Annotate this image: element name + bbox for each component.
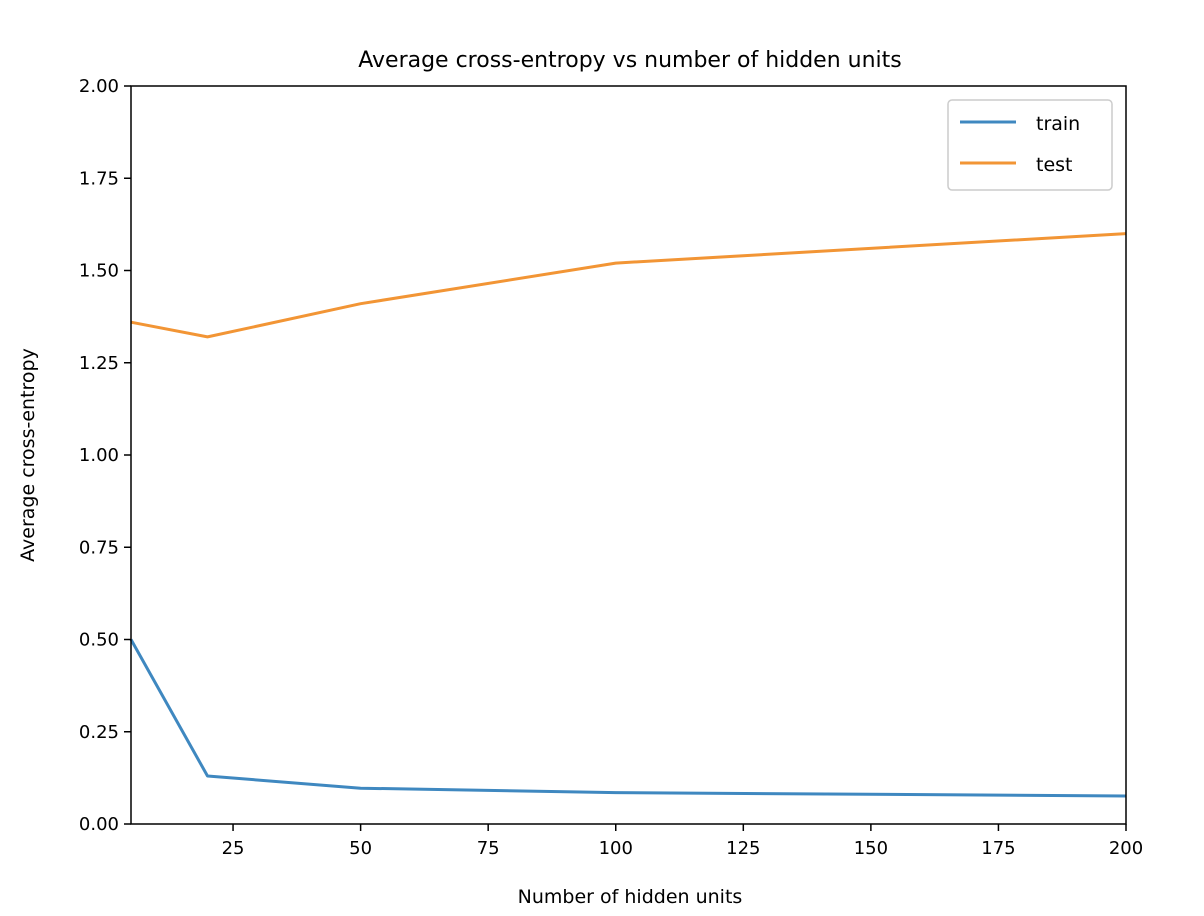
- y-tick-label: 2.00: [79, 76, 119, 97]
- x-tick-label: 150: [854, 838, 888, 859]
- x-tick-label: 100: [599, 838, 633, 859]
- x-tick-label: 50: [349, 838, 372, 859]
- series-line-test: [130, 232, 1127, 339]
- plot-frame: [130, 85, 1127, 825]
- chart-title: Average cross-entropy vs number of hidde…: [358, 48, 902, 73]
- x-tick-label: 125: [726, 838, 760, 859]
- y-tick-label: 1.00: [79, 445, 119, 466]
- y-axis-label: Average cross-entropy: [17, 348, 39, 562]
- legend-label-test: test: [1036, 154, 1073, 176]
- legend: train test: [947, 99, 1113, 191]
- y-tick-label: 0.00: [79, 814, 119, 835]
- series-layer: [129, 232, 1127, 798]
- x-axis-label: Number of hidden units: [518, 886, 743, 908]
- y-tick-label: 1.75: [79, 168, 119, 189]
- legend-label-train: train: [1036, 113, 1080, 135]
- y-tick-label: 0.50: [79, 630, 119, 651]
- y-tick-label: 0.75: [79, 537, 119, 558]
- series-line-train: [129, 638, 1127, 798]
- x-tick-label: 175: [981, 838, 1015, 859]
- tick-layer: 25 50 75 100 125 150 175 200 0.00 0.25 0.50 0.75 1.0…: [79, 76, 1143, 859]
- y-tick-label: 1.25: [79, 353, 119, 374]
- x-tick-label: 75: [477, 838, 500, 859]
- x-tick-label: 25: [222, 838, 245, 859]
- legend-box: [947, 99, 1113, 191]
- x-tick-label: 200: [1109, 838, 1143, 859]
- y-tick-label: 0.25: [79, 722, 119, 743]
- y-tick-label: 1.50: [79, 261, 119, 282]
